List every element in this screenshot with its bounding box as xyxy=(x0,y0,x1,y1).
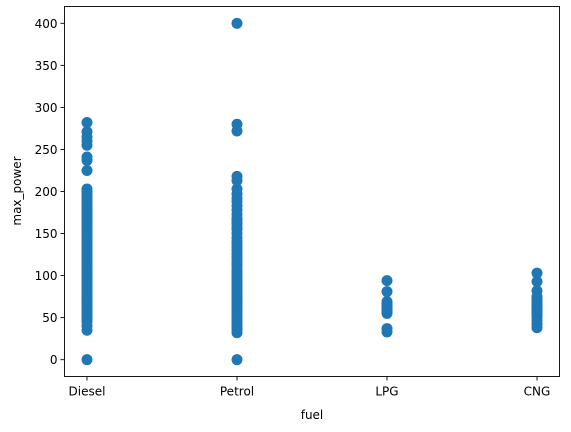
data-point-diesel xyxy=(81,354,93,366)
data-point-petrol xyxy=(231,183,243,195)
y-tick-label: 400 xyxy=(35,17,58,31)
y-tick-label: 150 xyxy=(35,227,58,241)
data-points xyxy=(81,17,543,366)
x-tick-label: Petrol xyxy=(220,385,254,399)
data-point-petrol xyxy=(231,354,243,366)
data-point-diesel xyxy=(81,183,93,195)
y-tick-label: 300 xyxy=(35,101,58,115)
y-tick-label: 100 xyxy=(35,269,58,283)
data-point-lpg xyxy=(381,323,393,335)
y-axis: 0 50 100 150 200 250 300 350 400 xyxy=(35,17,65,367)
y-tick-label: 250 xyxy=(35,143,58,157)
x-tick-label: CNG xyxy=(524,385,551,399)
data-point-lpg xyxy=(381,286,393,298)
data-point-lpg xyxy=(381,275,393,287)
data-point-cng xyxy=(531,267,543,279)
data-point-cng xyxy=(531,275,543,287)
y-tick-label: 200 xyxy=(35,185,58,199)
x-axis: Diesel Petrol LPG CNG xyxy=(69,376,551,399)
plot-frame xyxy=(64,6,560,377)
y-tick-label: 50 xyxy=(42,311,57,325)
y-axis-label: max_power xyxy=(10,156,24,225)
data-point-diesel xyxy=(81,117,93,129)
data-point-diesel xyxy=(81,164,93,176)
data-point-cng xyxy=(531,285,543,297)
data-point-petrol xyxy=(231,170,243,182)
y-tick-label: 350 xyxy=(35,59,58,73)
x-tick-label: Diesel xyxy=(69,385,106,399)
data-point-diesel xyxy=(81,126,93,138)
data-point-petrol xyxy=(231,17,243,29)
data-point-lpg xyxy=(381,296,393,308)
y-tick-label: 0 xyxy=(50,353,58,367)
x-axis-label: fuel xyxy=(301,408,324,422)
x-tick-label: LPG xyxy=(375,385,398,399)
data-point-diesel xyxy=(81,151,93,163)
data-point-petrol xyxy=(231,118,243,130)
